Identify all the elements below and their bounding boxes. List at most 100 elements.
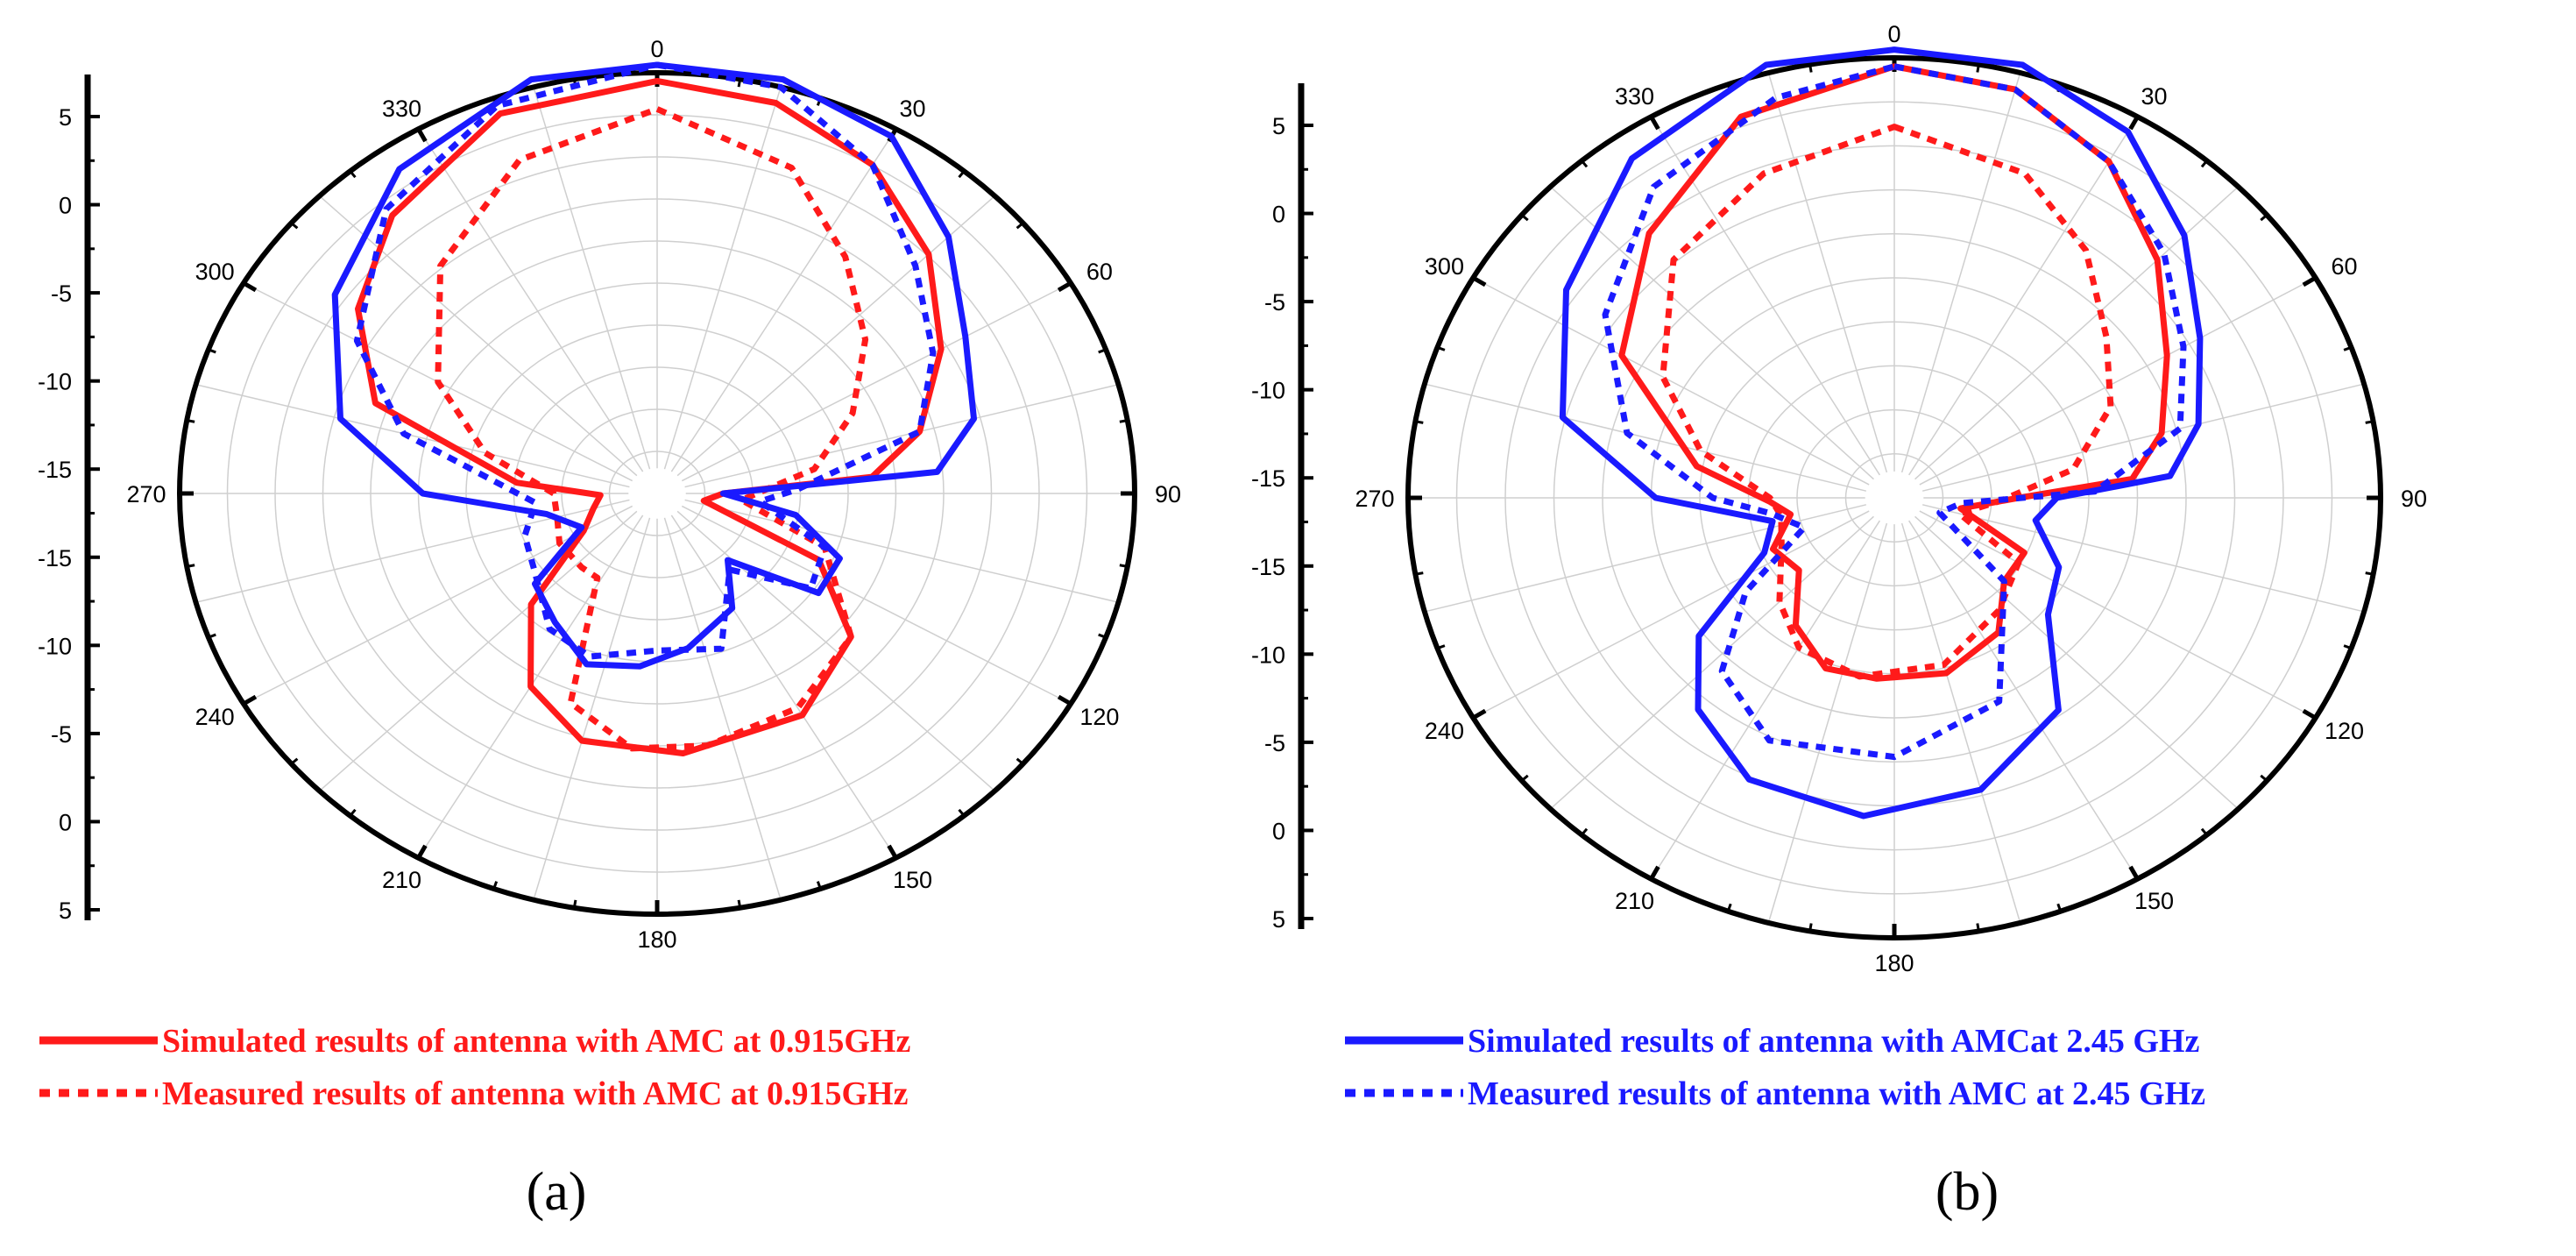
angle-tick-label: 0 <box>1887 21 1900 47</box>
boundary-tick <box>1581 827 1589 836</box>
grid-spoke <box>1550 186 1874 480</box>
series-line-measured <box>353 61 937 660</box>
boundary-tick <box>187 419 195 423</box>
grid-spoke <box>1767 522 1888 924</box>
angle-tick-label: 120 <box>2325 718 2364 744</box>
boundary-tick <box>572 899 577 908</box>
boundary-tick <box>1436 644 1446 650</box>
boundary-tick <box>1520 774 1529 782</box>
grid-spoke <box>1908 116 2139 476</box>
radial-tick-label: 0 <box>59 193 72 219</box>
series-line-simulated <box>331 61 977 670</box>
boundary-tick <box>1098 633 1107 639</box>
grid-spoke <box>681 505 1072 705</box>
boundary-tick <box>416 128 428 143</box>
angle-tick-label: 330 <box>1615 83 1654 110</box>
radial-tick-label: -10 <box>38 369 72 395</box>
polar-chart-a: 0 30 60 90 120 150 180 210 240 270 300 330 5 0 -5 -10 -1… <box>38 36 1181 953</box>
boundary-tick <box>2365 571 2374 576</box>
radial-tick-label: -5 <box>1264 289 1285 316</box>
grid-spoke <box>533 517 651 900</box>
boundary-tick <box>2365 420 2374 424</box>
boundary-tick <box>1808 923 1813 932</box>
boundary-tick <box>208 348 216 354</box>
boundary-tick <box>1057 280 1072 293</box>
radial-tick-label: -15 <box>38 457 72 483</box>
grid-spoke <box>670 128 897 472</box>
angle-tick-label: 30 <box>2141 83 2167 110</box>
angle-tick-label: 180 <box>637 926 676 953</box>
radial-tick-label: -5 <box>51 721 72 748</box>
boundary-tick <box>1472 708 1487 720</box>
boundary-tick <box>2260 214 2268 222</box>
angle-tick-label: 210 <box>1615 888 1654 914</box>
angle-tick-label: 120 <box>1079 704 1119 730</box>
radial-tick-label: -5 <box>1264 730 1285 756</box>
boundary-tick <box>1472 275 1487 287</box>
grid-spoke <box>1919 277 2316 486</box>
angle-tick-label: 300 <box>1425 253 1464 280</box>
legend-label-sim-245: Simulated results of antenna with AMCat … <box>1468 1023 2199 1060</box>
boundary-tick <box>1581 160 1589 168</box>
boundary-tick <box>349 170 357 179</box>
radial-tick-label: 0 <box>59 809 72 835</box>
angle-tick-label: 60 <box>1086 259 1113 285</box>
boundary-tick <box>1726 903 1732 912</box>
grid-spoke <box>533 87 651 470</box>
grid-spoke <box>684 499 1119 603</box>
legend-label-sim-0915: Simulated results of antenna with AMC at… <box>162 1023 910 1060</box>
boundary-tick <box>2343 644 2353 650</box>
boundary-tick <box>816 881 822 890</box>
angle-tick-label: 270 <box>126 481 166 507</box>
radial-tick-label: 5 <box>59 898 72 924</box>
boundary-tick <box>1976 923 1980 932</box>
legend-right: Simulated results of antenna with AMCat … <box>1345 1023 2205 1112</box>
boundary-tick <box>2302 708 2317 720</box>
boundary-tick <box>2302 275 2317 287</box>
radial-tick-label: 0 <box>1272 818 1285 844</box>
boundary-tick <box>416 844 428 859</box>
grid-spoke <box>1550 515 1874 810</box>
grid-spoke <box>243 505 633 705</box>
boundary-tick <box>1016 222 1024 230</box>
grid-spoke <box>1921 504 2365 613</box>
boundary-tick <box>1098 348 1107 354</box>
boundary-tick <box>1976 64 1980 73</box>
grid-spoke <box>1473 510 1870 719</box>
series-line-measured <box>435 105 869 752</box>
radial-tick-label: -15 <box>1251 554 1285 580</box>
boundary-tick <box>737 899 742 908</box>
angle-tick-label: 150 <box>893 867 932 893</box>
boundary-tick <box>2056 903 2063 912</box>
grid-spoke <box>1900 72 2021 473</box>
boundary-tick <box>1119 419 1128 423</box>
grid-spoke <box>1900 522 2021 924</box>
grid-spoke <box>1914 515 2239 810</box>
boundary-tick <box>2128 116 2140 131</box>
boundary-tick <box>887 844 898 859</box>
boundary-tick <box>1649 865 1660 880</box>
grid-spoke <box>663 517 782 900</box>
boundary-tick <box>187 564 195 568</box>
boundary-tick <box>2200 827 2208 836</box>
grid-spoke <box>1767 72 1888 473</box>
boundary-tick <box>2260 774 2268 782</box>
boundary-tick <box>1016 757 1024 765</box>
angle-tick-label: 270 <box>1355 486 1394 512</box>
radial-tick-label: 5 <box>1272 113 1285 139</box>
legend-label-meas-245: Measured results of antenna with AMC at … <box>1468 1075 2205 1112</box>
angle-tick-label: 0 <box>650 36 663 62</box>
boundary-tick <box>958 808 966 817</box>
grid-spoke <box>1650 116 1880 476</box>
radial-tick-label: -5 <box>51 280 72 307</box>
boundary-tick <box>290 222 299 230</box>
grid-spoke <box>676 195 995 477</box>
series-line-measured <box>1660 124 2114 680</box>
boundary-tick <box>737 79 742 88</box>
angle-tick-label: 300 <box>195 259 235 285</box>
radial-tick-label: -10 <box>1251 378 1285 404</box>
grid-spoke <box>681 282 1072 482</box>
boundary-tick <box>2128 865 2140 880</box>
angle-tick-label: 210 <box>382 867 421 893</box>
